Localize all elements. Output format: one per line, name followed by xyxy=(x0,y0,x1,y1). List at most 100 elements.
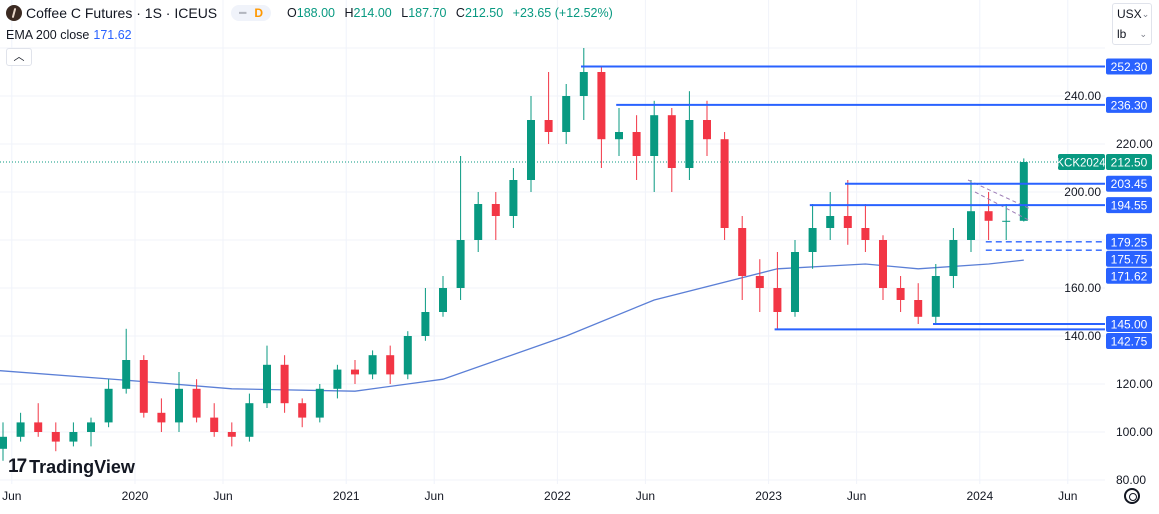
level-price-label: 175.75 xyxy=(1111,252,1148,266)
candle-body xyxy=(34,422,43,432)
candle-body xyxy=(544,120,553,132)
candle-body xyxy=(87,422,95,432)
ema-legend[interactable]: EMA 200 close 171.62 xyxy=(6,28,132,42)
delayed-badge: D xyxy=(254,6,264,20)
level-price-label: 252.30 xyxy=(1111,60,1148,74)
symbol-label: KCK2024 xyxy=(1056,158,1106,170)
symbol-title[interactable]: Coffee C Futures · 1S · ICEUS xyxy=(26,5,218,21)
market-status-badge[interactable]: ━ D xyxy=(231,5,272,21)
chevron-down-icon: ⌄ xyxy=(1139,29,1147,39)
coffee-bean-icon xyxy=(6,5,22,21)
ema-value: 171.62 xyxy=(93,28,132,42)
candle-body xyxy=(597,72,606,140)
level-price-label: 145.00 xyxy=(1111,318,1148,332)
candle-body xyxy=(245,403,254,437)
level-price-label-bg xyxy=(1106,175,1152,192)
candle-body xyxy=(157,412,166,423)
candle-body xyxy=(879,240,887,288)
settings-gear-icon[interactable] xyxy=(1124,488,1140,504)
level-price-label: 236.30 xyxy=(1111,98,1148,112)
ohlc-values: O188.00 H214.00 L187.70 C212.50 +23.65 (… xyxy=(287,6,613,20)
y-tick-label: 120.00 xyxy=(1116,377,1153,391)
candle-body xyxy=(896,288,905,300)
x-tick-label: Jun xyxy=(425,489,444,503)
candle-body xyxy=(0,436,7,449)
y-tick-label: 80.00 xyxy=(1116,473,1146,487)
x-tick-label: 2023 xyxy=(755,489,782,503)
candle-body xyxy=(1019,162,1028,221)
candle-body xyxy=(491,204,500,216)
candle-body xyxy=(967,211,975,240)
candle-body xyxy=(562,96,571,132)
low-value: 187.70 xyxy=(408,6,447,20)
x-tick-label: 2020 xyxy=(122,489,149,503)
candle-body xyxy=(650,115,659,156)
level-price-label-bg xyxy=(1106,96,1152,113)
x-tick-label: Jun xyxy=(213,489,232,503)
candle-body xyxy=(808,228,817,252)
candle-body xyxy=(192,388,201,418)
symbol-label-bg xyxy=(1058,154,1105,170)
candle-body xyxy=(333,369,342,389)
candle-body xyxy=(773,288,782,312)
candle-body xyxy=(368,355,377,375)
candle-body xyxy=(720,139,729,228)
candle-body xyxy=(386,355,395,375)
candle-body xyxy=(280,364,289,404)
tv-logo-icon: 17 xyxy=(8,456,27,477)
candle-body xyxy=(527,120,535,180)
x-tick-label: Jun xyxy=(1058,489,1077,503)
candle-body xyxy=(914,300,923,317)
candle-body xyxy=(755,276,764,288)
triangle-upper-line xyxy=(967,179,1031,210)
tradingview-logo[interactable]: 17 TradingView xyxy=(8,456,135,478)
candle-body xyxy=(439,288,447,312)
candle-body xyxy=(263,364,271,404)
x-tick-label: 2024 xyxy=(966,489,993,503)
ema-name: EMA 200 close xyxy=(6,28,90,42)
open-value: 188.00 xyxy=(296,6,336,20)
candle-body xyxy=(738,228,747,276)
candle-body xyxy=(351,369,359,375)
x-tick-label: 2021 xyxy=(333,489,360,503)
level-price-label: 203.45 xyxy=(1111,177,1148,191)
unit-dropdown[interactable]: lb ⌄ xyxy=(1113,24,1151,44)
candle-body xyxy=(16,422,25,437)
collapse-legend-button[interactable]: ︿ xyxy=(6,48,32,66)
candle-body xyxy=(791,252,799,312)
close-value: 212.50 xyxy=(464,6,504,20)
triangle-lower-line xyxy=(974,191,1031,222)
candle-body xyxy=(931,276,940,317)
candle-body xyxy=(210,417,219,432)
candle-body xyxy=(421,312,430,336)
x-tick-label: 2022 xyxy=(544,489,571,503)
ema-line xyxy=(0,259,1024,392)
currency-value: USX xyxy=(1117,7,1142,21)
unit-selector[interactable]: USX ⌄ lb ⌄ xyxy=(1112,3,1152,45)
candle-body xyxy=(51,432,60,442)
low-label: L xyxy=(401,6,409,20)
candle-body xyxy=(298,403,307,418)
level-price-label-bg xyxy=(1106,197,1152,214)
level-price-label: 142.75 xyxy=(1111,335,1148,349)
high-label: H xyxy=(344,6,354,20)
y-tick-label: 100.00 xyxy=(1116,425,1153,439)
level-price-label-bg xyxy=(1106,250,1152,267)
level-price-label: 194.55 xyxy=(1111,199,1148,213)
candle-body xyxy=(861,228,870,240)
candle-body xyxy=(227,432,236,437)
candle-body xyxy=(139,360,148,413)
chevron-down-icon: ⌄ xyxy=(1141,9,1150,19)
y-tick-label: 160.00 xyxy=(1064,281,1101,295)
level-price-label-bg xyxy=(1106,333,1152,349)
change-value: +23.65 (+12.52%) xyxy=(512,6,613,20)
candle-body xyxy=(403,336,412,375)
candle-body xyxy=(685,120,694,168)
minus-icon: ━ xyxy=(239,6,247,20)
close-label: C xyxy=(455,6,465,20)
candle-body xyxy=(175,388,183,423)
candle-body xyxy=(456,240,465,288)
currency-dropdown[interactable]: USX ⌄ xyxy=(1113,4,1151,24)
candle-body xyxy=(104,388,113,423)
